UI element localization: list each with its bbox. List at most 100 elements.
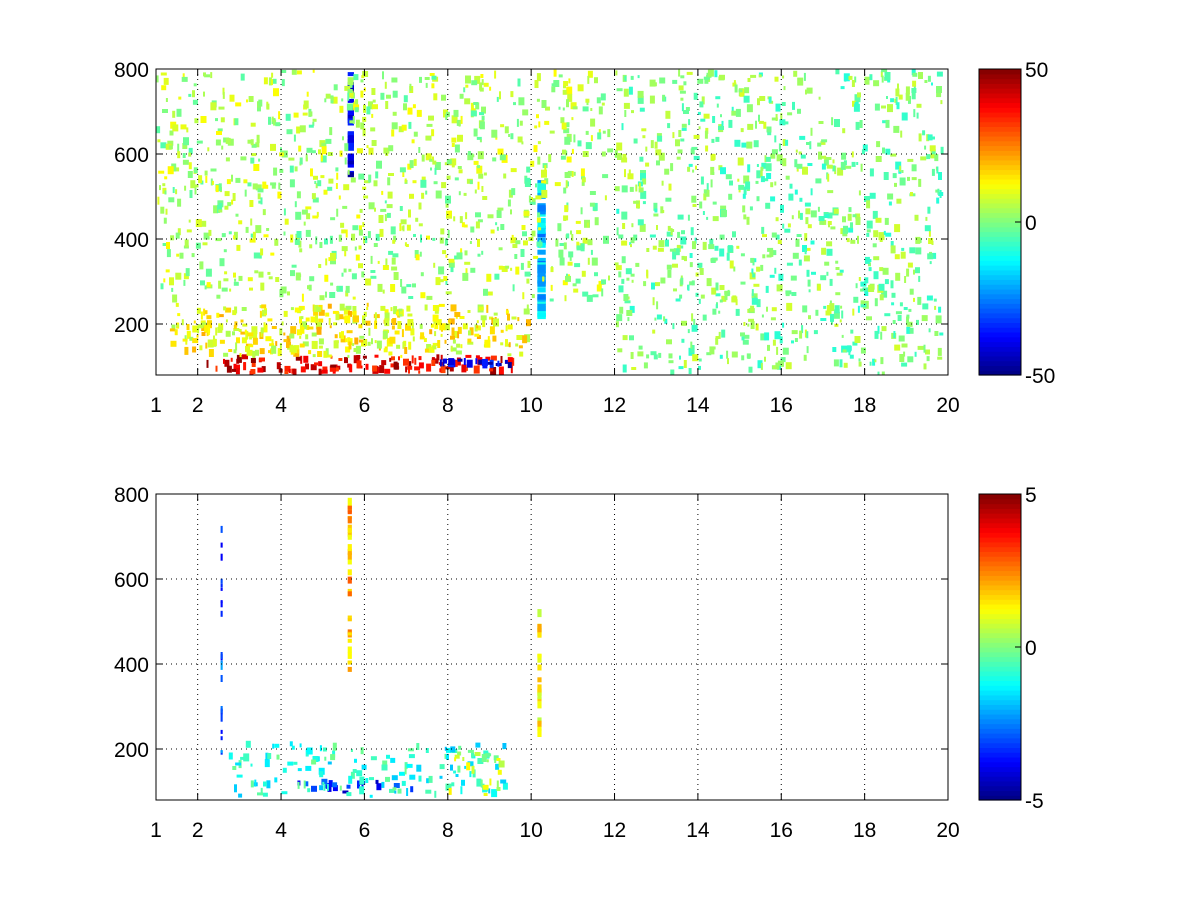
heatmap-cell <box>210 102 217 111</box>
heatmap-cell <box>698 358 702 362</box>
heatmap-cell <box>471 80 478 86</box>
heatmap-cell <box>516 335 523 340</box>
colorbar-segment <box>979 589 1021 596</box>
heatmap-cell <box>250 122 256 127</box>
heatmap-cell <box>429 73 435 76</box>
heatmap-cell <box>184 185 187 191</box>
heatmap-cell <box>880 71 883 78</box>
colorbar-tick-label: 50 <box>1025 59 1048 82</box>
heatmap-cell <box>393 306 398 315</box>
heatmap-cell <box>329 365 336 372</box>
heatmap-cell <box>881 371 885 375</box>
heatmap-cell <box>215 238 222 242</box>
heatmap-cell <box>504 126 509 134</box>
heatmap-cell <box>236 364 240 370</box>
heatmap-cell <box>343 184 350 191</box>
heatmap-cell <box>305 334 309 340</box>
heatmap-cell <box>393 235 397 242</box>
heatmap-cell <box>548 154 552 163</box>
heatmap-cell <box>603 235 609 244</box>
heatmap-cell <box>201 322 207 327</box>
heatmap-cell <box>733 266 736 272</box>
y-tick-label: 800 <box>114 484 149 507</box>
heatmap-cell <box>302 112 308 116</box>
heatmap-cell <box>454 757 457 762</box>
heatmap-cell <box>222 87 225 95</box>
heatmap-cell <box>254 779 257 787</box>
heatmap-cell <box>697 262 703 268</box>
heatmap-cell <box>384 81 387 89</box>
heatmap-cell <box>341 272 344 277</box>
heatmap-cell <box>590 108 593 111</box>
heatmap-cell <box>343 307 350 315</box>
heatmap-cell <box>473 102 479 105</box>
heatmap-cell <box>463 224 468 228</box>
heatmap-cell <box>618 285 624 293</box>
heatmap-cell <box>622 153 627 158</box>
heatmap-cell <box>274 743 280 748</box>
heatmap-cell <box>519 120 523 126</box>
heatmap-cell <box>223 278 229 282</box>
heatmap-cell <box>655 149 662 156</box>
heatmap-cell <box>438 303 445 307</box>
heatmap-cell <box>245 345 250 352</box>
heatmap-cell <box>399 771 405 776</box>
heatmap-cell <box>388 351 393 356</box>
heatmap-cell <box>549 130 555 134</box>
heatmap-cell <box>347 108 354 115</box>
heatmap-cell <box>451 143 455 147</box>
heatmap-cell <box>654 141 658 149</box>
colorbar-segment <box>979 661 1021 667</box>
heatmap-cell <box>827 212 833 219</box>
heatmap-cell <box>292 368 297 375</box>
heatmap-cell <box>934 154 939 162</box>
heatmap-cell <box>399 206 403 211</box>
colorbar-segment <box>979 522 1021 529</box>
heatmap-cell <box>672 79 678 84</box>
heatmap-cell <box>206 315 212 320</box>
heatmap-cell <box>418 370 421 374</box>
heatmap-cell <box>665 239 669 247</box>
heatmap-cell <box>391 129 395 137</box>
heatmap-cell <box>626 310 633 316</box>
heatmap-cell <box>188 147 193 154</box>
heatmap-cell <box>459 93 464 99</box>
heatmap-cell <box>907 158 914 162</box>
colorbar-segment <box>979 570 1021 576</box>
heatmap-cell <box>824 155 827 161</box>
heatmap-cell <box>928 238 934 244</box>
heatmap-cell <box>268 116 271 125</box>
heatmap-cell <box>446 747 451 753</box>
heatmap-cell <box>489 326 495 335</box>
heatmap-cell <box>358 229 363 236</box>
heatmap-cell <box>537 264 546 273</box>
heatmap-cell <box>196 140 203 144</box>
colorbar-segment <box>979 226 1021 233</box>
heatmap-cell <box>518 345 523 349</box>
heatmap-cell <box>683 81 687 86</box>
heatmap-cell <box>366 145 369 149</box>
heatmap-cell <box>821 139 828 143</box>
heatmap-cell <box>939 332 944 336</box>
heatmap-cell <box>515 240 521 245</box>
heatmap-cell <box>535 195 542 200</box>
heatmap-cell <box>448 258 455 263</box>
colorbar-segment <box>979 121 1021 127</box>
heatmap-cell <box>496 96 499 102</box>
heatmap-cell <box>615 321 619 328</box>
heatmap-cell <box>516 118 519 127</box>
heatmap-cell <box>400 279 403 287</box>
heatmap-cell <box>787 223 791 228</box>
heatmap-cell <box>701 96 705 105</box>
heatmap-cell <box>580 243 585 252</box>
heatmap-cell <box>537 313 546 317</box>
heatmap-cell <box>780 113 783 120</box>
heatmap-cell <box>882 120 887 124</box>
heatmap-cell <box>203 232 210 240</box>
heatmap-cell <box>505 325 508 332</box>
heatmap-cell <box>491 789 498 798</box>
heatmap-cell <box>761 314 764 318</box>
heatmap-cell <box>537 156 541 165</box>
heatmap-cell <box>175 302 179 307</box>
heatmap-cell <box>446 175 451 180</box>
